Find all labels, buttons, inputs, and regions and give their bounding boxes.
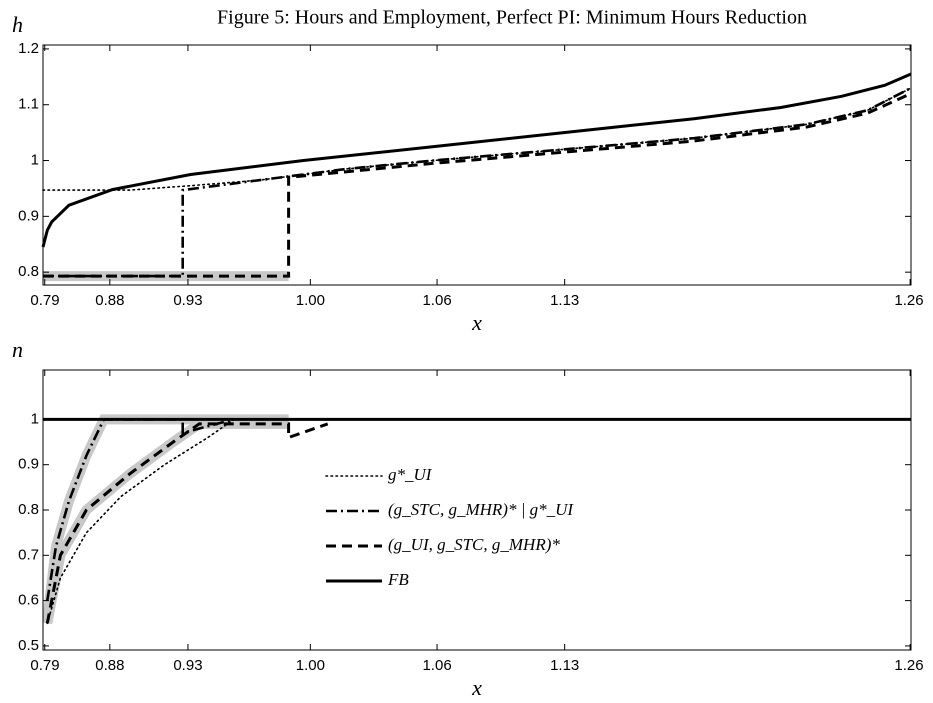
y-tick-label: 0.9 bbox=[18, 207, 39, 224]
y-axis-label: n bbox=[12, 337, 23, 362]
chart-title: Figure 5: Hours and Employment, Perfect … bbox=[217, 7, 807, 29]
legend-label: FB bbox=[387, 570, 409, 589]
x-tick-label: 0.88 bbox=[95, 292, 124, 309]
x-tick-label: 0.79 bbox=[30, 657, 59, 674]
x-tick-label: 0.93 bbox=[173, 657, 202, 674]
x-tick-label: 1.26 bbox=[894, 292, 923, 309]
y-tick-label: 0.9 bbox=[18, 456, 39, 473]
legend-label: (g_STC, g_MHR)* | g*_UI bbox=[388, 500, 574, 519]
y-tick-label: 0.8 bbox=[18, 263, 39, 280]
y-axis-label: h bbox=[12, 12, 23, 37]
series-line bbox=[46, 418, 235, 601]
legend-label: g*_UI bbox=[388, 465, 433, 484]
x-tick-label: 1.00 bbox=[296, 292, 325, 309]
x-tick-label: 1.06 bbox=[422, 657, 451, 674]
series-line bbox=[42, 87, 912, 191]
x-tick-label: 1.26 bbox=[894, 657, 923, 674]
y-tick-label: 0.6 bbox=[18, 592, 39, 609]
y-tick-label: 1 bbox=[31, 410, 39, 427]
x-tick-label: 0.88 bbox=[95, 657, 124, 674]
x-axis-label: x bbox=[471, 310, 482, 335]
legend-label: (g_UI, g_STC, g_MHR)* bbox=[388, 535, 560, 554]
series-line bbox=[41, 72, 912, 248]
y-tick-label: 0.7 bbox=[18, 546, 39, 563]
series-line bbox=[45, 422, 329, 624]
series-line bbox=[43, 86, 912, 278]
x-tick-label: 0.79 bbox=[30, 292, 59, 309]
x-tick-label: 1.13 bbox=[550, 292, 579, 309]
axes-box bbox=[42, 44, 912, 286]
y-tick-label: 1.1 bbox=[18, 96, 39, 113]
x-tick-label: 1.00 bbox=[296, 657, 325, 674]
series-line bbox=[43, 92, 912, 278]
y-tick-label: 1.2 bbox=[18, 40, 39, 57]
x-axis-label: x bbox=[471, 675, 482, 700]
x-tick-label: 0.93 bbox=[173, 292, 202, 309]
y-tick-label: 0.5 bbox=[18, 637, 39, 654]
series-line bbox=[46, 418, 235, 625]
y-tick-label: 0.8 bbox=[18, 501, 39, 518]
x-tick-label: 1.13 bbox=[550, 657, 579, 674]
x-tick-label: 1.06 bbox=[422, 292, 451, 309]
y-tick-label: 1 bbox=[31, 152, 39, 169]
